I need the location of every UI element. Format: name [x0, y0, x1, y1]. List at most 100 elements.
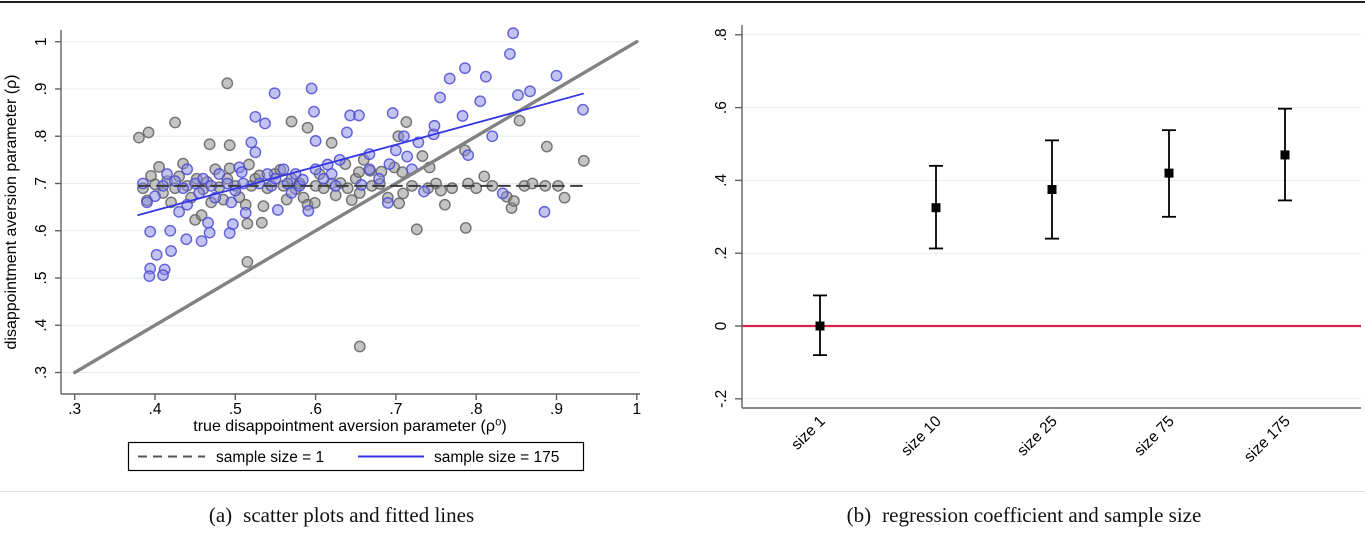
scatter-point-blue [195, 235, 208, 248]
scatter-point-blue [173, 205, 185, 218]
y-tick-label: .3 [33, 366, 50, 379]
scatter-point-gray [438, 198, 451, 211]
scatter-point-blue [398, 130, 410, 143]
scatter-point-blue [239, 206, 252, 219]
scatter-point-gray [345, 194, 358, 206]
scatter-point-gray [446, 182, 459, 195]
scatter-point-blue [381, 196, 394, 209]
scatter-point-blue [302, 204, 315, 217]
error-bar-size-75 [1162, 129, 1176, 218]
series-blue [137, 27, 589, 283]
scatter-point-blue [462, 149, 475, 162]
scatter-point-blue [141, 196, 153, 209]
y-tick-label: .8 [713, 28, 730, 41]
scatter-point-blue [309, 135, 322, 147]
panel-scatter: 1 .9 .8 .7 .6 .5 .4 .3 .3 .4 .5 .6 .7 .8 .9 1 disappoint… [0, 0, 683, 492]
scatter-point-blue [418, 185, 430, 198]
x-tick-label: 1 [632, 401, 641, 418]
caption-subfigure-b: (b) regression coefficient and sample siz… [683, 503, 1365, 528]
scatter-point-blue [474, 95, 487, 108]
scatter-point-blue [512, 89, 524, 102]
x-tick-label: .7 [389, 401, 402, 418]
scatter-point-gray [410, 223, 423, 236]
y-tick-label: 1 [33, 37, 50, 46]
point-estimate-marker [815, 321, 825, 331]
scatter-point-blue [577, 103, 589, 116]
scatter-point-blue [486, 130, 499, 143]
scatter-point-gray [526, 177, 539, 190]
scatter-point-gray [221, 77, 234, 90]
y-tick-label: .4 [713, 174, 730, 187]
scatter-point-gray [142, 126, 155, 139]
scatter-point-blue [197, 172, 210, 185]
scatter-point-gray [285, 115, 298, 128]
scatter-point-blue [259, 117, 271, 130]
scatter-point-gray [434, 184, 447, 197]
scatter-point-gray [513, 114, 526, 127]
y-tick-label: .2 [713, 247, 730, 260]
scatter-point-blue [386, 107, 399, 119]
x-tick-label: .6 [309, 401, 322, 418]
scatter-point-blue [202, 216, 214, 229]
x-tick-label: .8 [470, 401, 483, 418]
scatter-point-blue [353, 109, 365, 122]
x-tick-label: .3 [68, 401, 81, 418]
scatter-point-blue [524, 85, 536, 98]
scatter-point-blue [235, 166, 248, 179]
scatter-point-gray [558, 191, 571, 204]
scatter-point-gray [470, 182, 483, 195]
scatter-point-blue [325, 168, 338, 180]
scatter-point-blue [245, 136, 258, 149]
scatter-point-blue [383, 158, 396, 171]
scatter-point-blue [225, 196, 238, 209]
error-bar-size-10 [929, 164, 943, 250]
caption-b-text: regression coefficient and sample size [882, 503, 1202, 527]
identity-line [72, 40, 639, 375]
y-tick-label: 0 [713, 321, 730, 330]
scatter-point-blue [479, 70, 492, 83]
scatter-point-blue [538, 205, 551, 218]
point-estimate-marker [931, 203, 941, 213]
scatter-point-gray [308, 196, 321, 209]
scatter-point-blue [164, 224, 177, 237]
y-tick-label: .7 [33, 177, 50, 190]
scatter-point-gray [241, 217, 254, 230]
fit-sample-size-175 [137, 92, 584, 217]
scatter-point-gray [153, 161, 165, 173]
scatter-point-blue [373, 172, 385, 185]
scatter-point-blue [341, 126, 353, 139]
scatter-point-gray [203, 138, 216, 151]
point-estimate-marker [1164, 168, 1174, 178]
x-category-label: size 25 [1014, 413, 1061, 460]
y-tick-label: -.2 [713, 390, 730, 408]
scatter-point-blue [443, 72, 456, 85]
scatter-point-gray [169, 116, 181, 129]
scatter-point-blue [456, 109, 469, 122]
scatter-point-gray [508, 195, 520, 207]
scatter-point-blue [550, 69, 563, 82]
legend-label-size-1: sample size = 1 [216, 449, 324, 466]
x-category-label: size 175 [1241, 413, 1294, 466]
x-category-label: size 1 [788, 413, 829, 454]
scatter-point-gray [353, 340, 366, 353]
scatter-point-blue [285, 187, 298, 199]
scatter-point-gray [416, 150, 429, 162]
scatter-point-blue [308, 105, 320, 118]
scatter-point-blue [305, 82, 318, 95]
scatter-point-blue [271, 204, 284, 216]
scatter-point-blue [213, 168, 226, 180]
scatter-point-blue [428, 119, 441, 132]
error-bar-size-25 [1045, 139, 1059, 240]
legend-label-size-175: sample size = 175 [434, 449, 559, 466]
scatter-point-blue [150, 248, 163, 261]
scatter-point-blue [226, 218, 239, 231]
error-bar-size-1 [813, 294, 827, 357]
scatter-point-gray [397, 187, 410, 200]
caption-subfigure-a: (a) scatter plots and fitted lines [0, 503, 683, 528]
top-border-rule [0, 1, 1365, 3]
scatter-point-blue [157, 269, 169, 282]
y-tick-label: .6 [33, 224, 50, 237]
scatter-point-blue [434, 91, 446, 104]
scatter-point-blue [203, 226, 216, 239]
error-bar-size-175 [1278, 107, 1292, 202]
